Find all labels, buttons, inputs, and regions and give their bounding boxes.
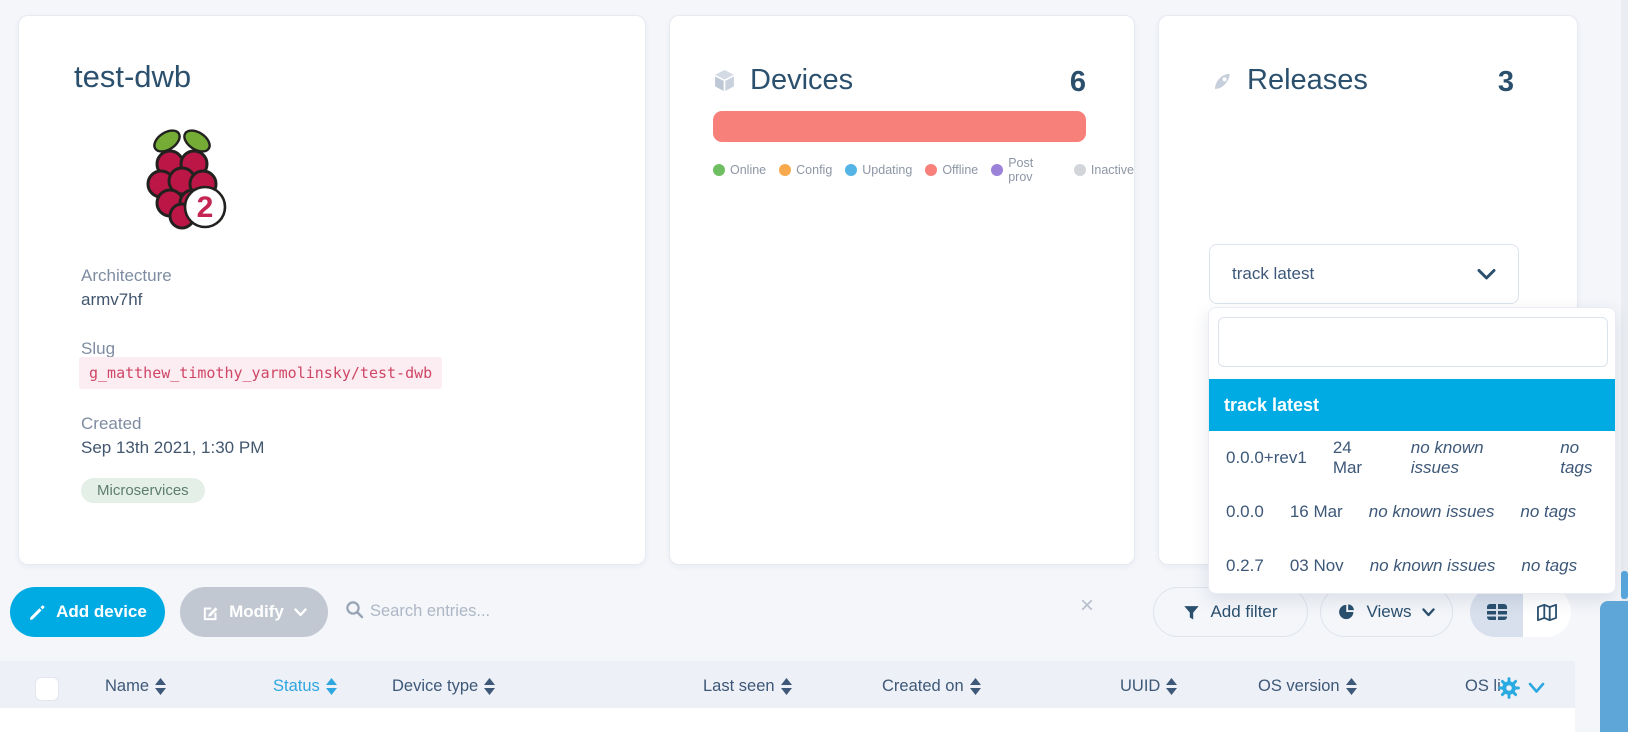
map-icon [1537,603,1557,621]
chevron-down-icon [294,607,307,616]
release-search-input[interactable] [1218,317,1608,367]
map-view-toggle[interactable] [1523,587,1571,637]
post-prov-dot-icon [991,164,1004,176]
release-option[interactable]: 0.0.0 16 Mar no known issues no tags [1209,485,1615,539]
devices-card-title: Devices [750,64,854,96]
release-tracking-select[interactable]: track latest [1209,244,1519,304]
fleet-summary-card: test-dwb 2 Architecture armv7hf Slug g_m… [18,15,646,565]
filter-funnel-icon [1184,605,1200,619]
modify-button[interactable]: Modify [180,587,328,637]
svg-text:2: 2 [197,191,214,224]
sort-icon [155,678,167,695]
release-version: 0.0.0 [1226,502,1264,521]
online-dot-icon [713,164,725,176]
add-device-button[interactable]: Add device [10,587,165,637]
column-header-name[interactable]: Name [105,677,167,696]
table-view-toggle[interactable] [1470,587,1523,637]
config-dot-icon [779,164,792,176]
slug-label: Slug [81,339,116,358]
chevron-down-icon [1421,607,1435,616]
sort-icon [1345,678,1357,695]
release-option[interactable]: 0.0.0+rev1 24 Mar no known issues no tag… [1209,431,1615,485]
devices-status-bar-offline-segment [713,111,1086,142]
sort-icon [1166,678,1178,695]
column-header-device-type[interactable]: Device type [392,677,496,696]
release-tracking-select-value: track latest [1232,264,1315,283]
column-header-created-on[interactable]: Created on [882,677,981,696]
release-version: 0.2.7 [1226,556,1264,575]
table-grid-icon [1486,604,1507,620]
inactive-dot-icon [1073,164,1086,176]
fleet-type-badge: Microservices [81,478,205,503]
devices-status-bar [713,111,1086,142]
raspberry-pi-2-logo: 2 [146,129,227,230]
devices-card: Devices 6 Online Config Updating Offline [669,15,1135,565]
search-entries-input[interactable] [370,597,990,625]
release-issues: no known issues [1368,502,1495,521]
sort-icon [484,678,496,695]
release-tags: no tags [1521,556,1578,575]
legend-item-online: Online [713,163,766,177]
devices-count: 6 [1069,66,1086,98]
edit-icon [203,607,218,621]
release-tags: no tags [1560,438,1593,477]
release-select-dropdown: track latest 0.0.0+rev1 24 Mar no known … [1208,307,1616,594]
pencil-icon [30,605,45,620]
columns-chevron-down-icon[interactable] [1528,682,1545,694]
legend-item-post-prov: Post prov [991,156,1061,184]
cube-icon [715,70,734,91]
release-issues: no known issues [1369,556,1496,575]
column-header-last-seen[interactable]: Last seen [703,677,792,696]
legend-item-inactive: Inactive [1073,163,1134,177]
offline-dot-icon [925,164,938,176]
select-all-checkbox[interactable] [35,677,59,701]
search-icon [346,601,364,619]
created-label: Created [81,414,142,433]
release-tags: no tags [1520,502,1577,521]
architecture-label: Architecture [81,266,172,285]
fleet-name-title: test-dwb [74,59,192,94]
page-scrollbar-track [1621,0,1628,732]
column-header-os-li-truncated[interactable]: OS li [1465,677,1501,695]
column-header-status[interactable]: Status [273,677,337,696]
rocket-icon [1215,73,1230,89]
slug-value: g_matthew_timothy_yarmolinsky/test-dwb [79,357,443,389]
sort-icon [325,678,337,695]
release-issues: no known issues [1410,438,1484,477]
releases-count: 3 [1497,66,1514,98]
legend-item-config: Config [779,163,832,177]
column-header-uuid[interactable]: UUID [1120,677,1178,696]
release-option[interactable]: 0.2.7 03 Nov no known issues no tags [1209,539,1615,593]
clear-search-icon[interactable]: × [1080,592,1095,619]
created-value: Sep 13th 2021, 1:30 PM [81,438,265,457]
add-filter-button[interactable]: Add filter [1153,587,1308,637]
devices-status-legend: Online Config Updating Offline Post prov… [713,156,1134,184]
views-button[interactable]: Views [1320,587,1453,637]
legend-item-offline: Offline [925,163,978,177]
release-date: 03 Nov [1289,556,1344,575]
column-header-os-version[interactable]: OS version [1258,677,1357,696]
sort-icon [969,678,981,695]
updating-dot-icon [845,164,858,176]
sort-icon [780,678,792,695]
architecture-value: armv7hf [81,290,143,309]
page-scrollbar-thumb[interactable] [1621,571,1628,599]
release-date: 16 Mar [1289,502,1343,521]
column-settings-gear-icon[interactable] [1497,676,1521,700]
legend-item-updating: Updating [845,163,912,177]
chevron-down-icon [1477,268,1496,279]
pie-chart-icon [1339,604,1355,620]
release-date: 24 Mar [1332,438,1363,477]
release-version: 0.0.0+rev1 [1226,448,1307,467]
releases-card-title: Releases [1247,64,1368,96]
need-help-tab[interactable] [1600,601,1628,732]
devices-table-first-row [0,708,1575,732]
release-option-track-latest[interactable]: track latest [1209,379,1615,431]
